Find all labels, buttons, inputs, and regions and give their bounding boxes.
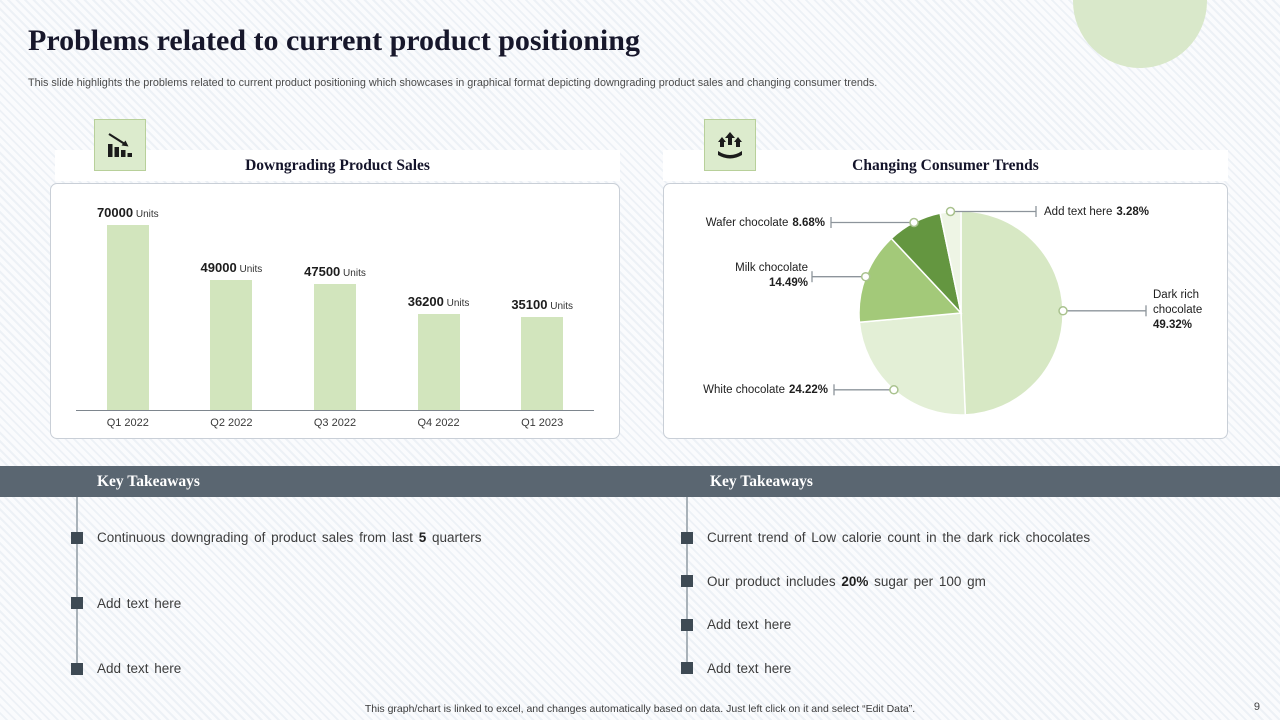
pie-chart[interactable]: Add text here 3.28% Dark rich chocolate 49… — [663, 183, 1228, 439]
bullet-marker — [71, 597, 83, 609]
pie-slices[interactable] — [856, 208, 1066, 418]
takeaway-text: Current trend of Low calorie count in th… — [707, 530, 1091, 545]
takeaways-header-bar: Key Takeaways Key Takeaways — [0, 466, 1280, 497]
bar-value-label: 47500 Units — [304, 264, 366, 279]
bar-value-label: 70000 Units — [96, 205, 159, 220]
consumer-trends-icon — [704, 119, 756, 171]
bar-panel-header: Downgrading Product Sales — [55, 150, 620, 181]
bar-category-label: Q4 2022 — [417, 417, 460, 429]
callout-label: Dark rich chocolate — [1153, 289, 1203, 316]
takeaway-item: Our product includes 20% sugar per 100 g… — [681, 574, 1256, 589]
takeaway-item: Add text here — [681, 617, 1256, 632]
timeline-connector-left — [76, 497, 78, 674]
slide-title: Problems related to current product posi… — [28, 24, 640, 57]
bar-category-label: Q1 2023 — [521, 417, 564, 429]
page-number: 9 — [1253, 701, 1260, 713]
takeaway-item: Add text here — [681, 661, 1256, 676]
takeaways-list-right: Current trend of Low calorie count in th… — [681, 530, 1256, 676]
pie-callout-dark-rich-chocolate: Dark rich chocolate 49.32% — [1153, 288, 1217, 333]
footer-note: This graph/chart is linked to excel, and… — [364, 703, 916, 715]
decorative-circle — [1073, 0, 1207, 68]
callout-percent: 8.68% — [792, 217, 825, 229]
takeaway-text: Add text here — [97, 661, 182, 676]
bar[interactable] — [313, 284, 356, 410]
takeaway-item: Current trend of Low calorie count in th… — [681, 530, 1256, 545]
callout-label: Add text here — [1044, 206, 1113, 218]
bar[interactable] — [521, 317, 564, 410]
bar-column: 49000 Units — [180, 260, 284, 410]
callout-percent: 3.28% — [1116, 206, 1150, 218]
callout-label: Wafer chocolate — [705, 217, 789, 229]
bullet-marker — [681, 662, 693, 675]
takeaway-text: Add text here — [707, 660, 792, 676]
pie-panel-header: Changing Consumer Trends — [663, 150, 1228, 181]
bar-category-axis: Q1 2022 Q2 2022 Q3 2022 Q4 2022 Q1 2023 — [76, 417, 594, 429]
bar-plot-area: 70000 Units 49000 Units 47500 Units 36200 U… — [76, 184, 594, 411]
slide-subtitle: This slide highlights the problems relat… — [28, 77, 878, 89]
takeaway-text: Add text here — [707, 617, 792, 633]
bar-column: 35100 Units — [490, 297, 594, 410]
bullet-marker — [681, 618, 693, 631]
pie-callout-add-text: Add text here 3.28% — [1044, 205, 1149, 220]
bar-column: 36200 Units — [387, 294, 491, 410]
pie-panel-title: Changing Consumer Trends — [852, 156, 1039, 174]
takeaway-item: Continuous downgrading of product sales … — [71, 530, 631, 545]
takeaways-list-left: Continuous downgrading of product sales … — [71, 530, 631, 676]
bar-column: 47500 Units — [283, 264, 387, 410]
callout-percent: 24.22% — [788, 384, 828, 396]
bar-value-label: 36200 Units — [407, 294, 470, 309]
bar[interactable] — [106, 225, 149, 410]
bar[interactable] — [210, 280, 253, 410]
bar-column: 70000 Units — [76, 205, 180, 410]
callout-percent: 14.49% — [768, 277, 808, 289]
bar-panel-title: Downgrading Product Sales — [245, 156, 430, 174]
bar-category-label: Q1 2022 — [106, 417, 149, 429]
takeaway-text: Our product includes 20% sugar per 100 g… — [707, 573, 986, 589]
bullet-marker — [681, 575, 693, 588]
pie-callout-white-chocolate: White chocolate 24.22% — [684, 383, 828, 398]
bar[interactable] — [417, 314, 460, 410]
callout-label: Milk chocolate — [735, 262, 808, 274]
takeaway-text: Continuous downgrading of product sales … — [97, 530, 482, 545]
takeaway-text: Add text here — [97, 595, 182, 611]
callout-label: White chocolate — [703, 384, 785, 396]
bullet-marker — [681, 531, 693, 544]
callout-percent: 49.32% — [1153, 319, 1193, 331]
declining-bar-chart-icon — [94, 119, 146, 171]
bar-chart[interactable]: 70000 Units 49000 Units 47500 Units 36200 U… — [50, 183, 620, 439]
pie-callout-wafer-chocolate: Wafer chocolate 8.68% — [684, 216, 825, 231]
bar-category-label: Q2 2022 — [210, 417, 253, 429]
bar-category-label: Q3 2022 — [313, 417, 357, 429]
bullet-marker — [71, 531, 83, 544]
takeaways-heading-right: Key Takeaways — [710, 473, 813, 490]
takeaway-item: Add text here — [71, 596, 631, 611]
pie-slice[interactable] — [858, 312, 967, 416]
bar-value-label: 35100 Units — [511, 297, 574, 312]
takeaways-heading-left: Key Takeaways — [97, 473, 200, 490]
bullet-marker — [71, 662, 83, 675]
takeaway-item: Add text here — [71, 661, 631, 676]
pie-callout-milk-chocolate: Milk chocolate 14.49% — [696, 261, 808, 291]
bar-value-label: 49000 Units — [200, 260, 263, 275]
pie-slice[interactable] — [960, 210, 1064, 416]
